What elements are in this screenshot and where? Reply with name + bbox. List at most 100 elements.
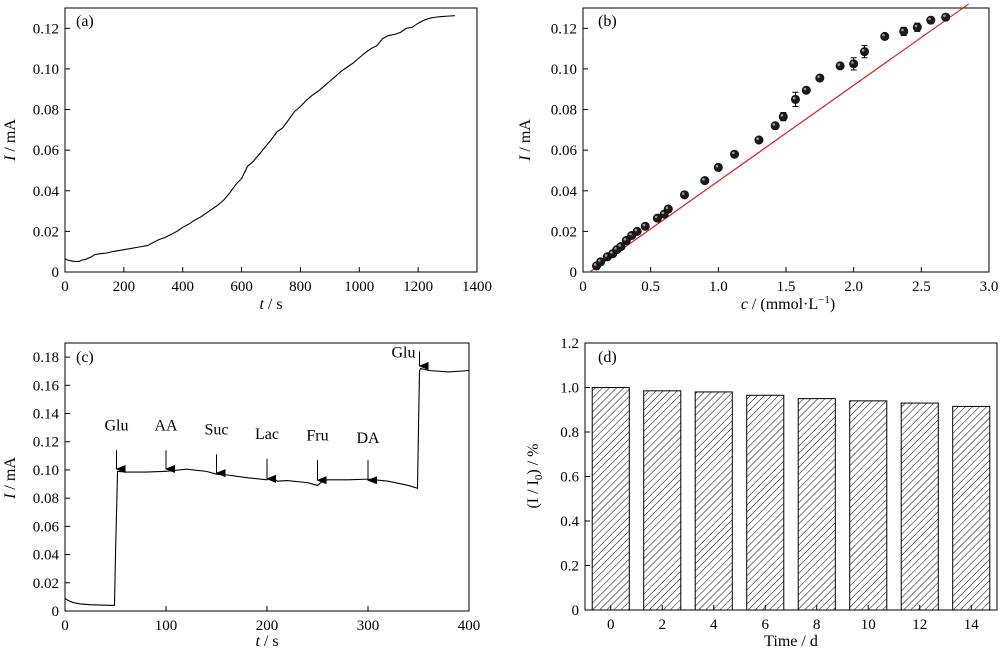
panel-c: 0 100 200 300 400 00.020.040.060.080.100.120… (2, 342, 481, 650)
data-point-highlight (901, 28, 904, 32)
y-ticks: 0 0.02 0.04 0.06 0.08 0.10 0.12 0.14 0.16 0.18 (33, 350, 70, 620)
y-tick-label: 0.14 (33, 407, 60, 423)
data-point-highlight (665, 206, 669, 210)
bar (591, 387, 630, 611)
injection-annotations: Glu AA Suc Lac Fru DA Glu (105, 344, 429, 485)
y-tick-label: 0.06 (33, 143, 60, 159)
x-tick-label: 400 (171, 279, 194, 295)
x-tick-label: 0 (61, 279, 69, 295)
plot-frame (64, 7, 478, 273)
x-ticks: 0 200 400 600 800 1000 1200 1400 (61, 267, 492, 295)
y-tick-label: 0.04 (33, 548, 60, 564)
data-point-highlight (928, 17, 931, 21)
y-tick-label: 0.06 (33, 519, 60, 535)
data-point (926, 15, 936, 25)
data-point-highlight (943, 14, 946, 18)
data-point-highlight (780, 114, 784, 117)
data-point (778, 112, 788, 122)
data-points (592, 12, 951, 271)
bar (849, 400, 888, 611)
data-point-highlight (654, 215, 658, 219)
x-tick-label: 400 (458, 618, 481, 634)
fit-line (589, 3, 970, 273)
bar (797, 398, 836, 611)
bar (746, 394, 785, 611)
data-point-highlight (792, 96, 796, 100)
data-point-highlight (837, 63, 841, 66)
data-point-highlight (629, 232, 632, 236)
data-point-highlight (681, 192, 685, 195)
y-tick-label: 0.10 (33, 62, 59, 78)
x-tick-label: 2 (659, 617, 667, 633)
x-axis-title: t / s (259, 296, 282, 313)
x-tick-label: 1.5 (777, 279, 796, 295)
y-tick-label: 0.8 (560, 425, 579, 441)
data-point-highlight (661, 211, 665, 215)
x-tick-label: 0 (579, 279, 587, 295)
data-point-highlight (593, 263, 597, 266)
data-point (941, 12, 951, 22)
data-point (790, 94, 800, 104)
data-point (912, 22, 922, 32)
y-tick-label: 0.08 (33, 103, 59, 119)
y-tick-label: 0.02 (33, 224, 59, 240)
y-tick-label: 0.10 (33, 463, 59, 479)
x-tick-label: 600 (230, 279, 253, 295)
data-point-highlight (614, 247, 617, 250)
x-tick-label: 10 (861, 617, 876, 633)
y-tick-label: 0.08 (33, 491, 59, 507)
y-axis-title: I / mA (2, 119, 19, 162)
data-point-highlight (604, 254, 608, 257)
y-tick-label: 0 (52, 604, 60, 620)
plot-frame (582, 7, 990, 273)
injection-label: AA (154, 417, 178, 434)
x-ticks: 0 2 4 6 8 10 12 14 (607, 605, 979, 633)
data-point-highlight (597, 259, 601, 262)
y-tick-label: 0.04 (551, 184, 578, 200)
y-tick-label: 0 (570, 265, 578, 281)
panel-label: (d) (598, 349, 617, 366)
data-point-highlight (803, 87, 807, 91)
x-tick-label: 12 (912, 617, 927, 633)
x-tick-label: 3.0 (980, 279, 999, 295)
y-tick-label: 0 (572, 603, 580, 619)
data-point-highlight (882, 33, 885, 37)
data-point-highlight (610, 251, 613, 254)
y-tick-label: 0.02 (33, 576, 59, 592)
current-trace (64, 367, 470, 606)
data-point (730, 149, 740, 159)
data-point-highlight (618, 244, 621, 247)
y-ticks: 0 0.2 0.4 0.6 0.8 1.0 1.2 (560, 336, 590, 619)
panel-label: (c) (76, 349, 94, 366)
data-point (640, 221, 650, 231)
y-tick-label: 0.12 (33, 435, 59, 451)
y-tick-label: 0.12 (551, 21, 577, 37)
data-point-highlight (623, 237, 627, 241)
x-tick-label: 2.5 (912, 279, 931, 295)
injection-label: Glu (392, 344, 416, 361)
x-tick-label: 1000 (344, 279, 374, 295)
y-tick-label: 0.4 (560, 514, 579, 530)
panel-a: 0 200 400 600 800 1000 1200 1400 00.020.040.060… (2, 7, 492, 313)
x-tick-label: 800 (289, 279, 312, 295)
x-tick-label: 0.5 (641, 279, 660, 295)
data-point-highlight (772, 123, 776, 126)
bar (952, 405, 991, 611)
x-tick-label: 14 (964, 617, 980, 633)
x-tick-label: 100 (155, 618, 178, 634)
data-point-highlight (756, 137, 759, 140)
data-point (754, 135, 764, 145)
data-point (632, 226, 642, 236)
x-tick-label: 1400 (462, 279, 492, 295)
panel-d: 0 0.2 0.4 0.6 0.8 1.0 1.2 0 2 4 6 8 10 12 14 (d) Time… (525, 336, 998, 650)
injection-label: Fru (306, 427, 328, 444)
data-point (770, 121, 780, 131)
data-point (849, 59, 859, 69)
y-tick-label: 0.12 (33, 21, 59, 37)
y-tick-label: 0.06 (551, 143, 578, 159)
y-tick-label: 0.2 (560, 559, 579, 575)
data-point (815, 73, 825, 83)
y-tick-label: 0 (52, 265, 60, 281)
y-tick-label: 1.0 (560, 381, 579, 397)
data-point-highlight (914, 24, 918, 28)
